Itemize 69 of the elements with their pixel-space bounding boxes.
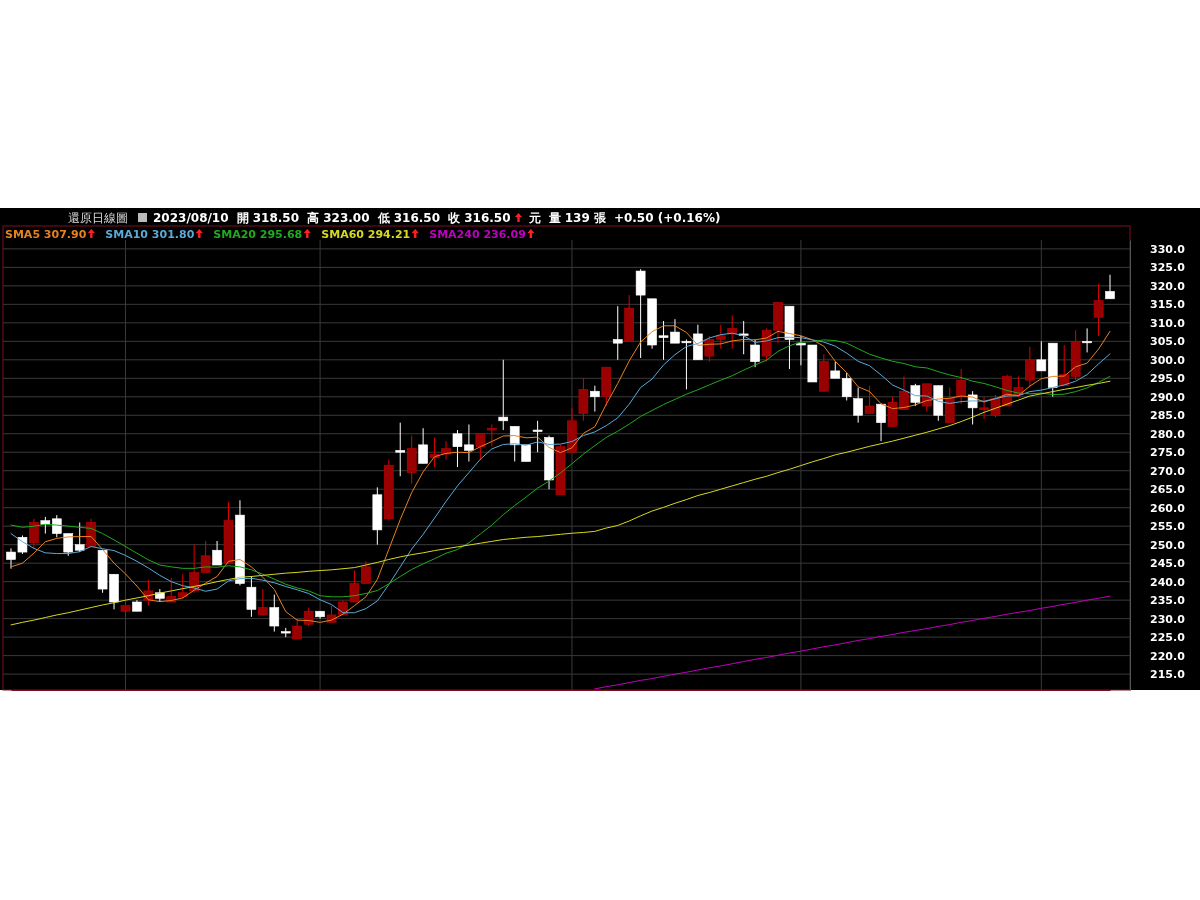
y-tick-label: 265.0 bbox=[1150, 483, 1186, 497]
line-series bbox=[594, 595, 1111, 690]
candlestick bbox=[864, 385, 875, 414]
y-tick-label: 230.0 bbox=[1150, 612, 1186, 626]
y-tick-label: 310.0 bbox=[1150, 316, 1186, 330]
candlestick bbox=[1105, 274, 1115, 300]
text: 量 139 張 bbox=[547, 211, 607, 225]
candlestick bbox=[1082, 327, 1092, 353]
y-tick-label: 290.0 bbox=[1150, 390, 1186, 404]
y-tick-label: 220.0 bbox=[1150, 649, 1186, 663]
y-tick-label: 270.0 bbox=[1150, 464, 1186, 478]
text: 2023/08/10 bbox=[153, 211, 229, 225]
text: SMA60 294.21 bbox=[321, 228, 411, 241]
candlestick bbox=[612, 305, 623, 361]
y-tick-label: 305.0 bbox=[1150, 335, 1186, 349]
candlestick bbox=[853, 387, 863, 424]
candlestick bbox=[212, 540, 222, 566]
candlestick bbox=[1036, 340, 1047, 372]
candlestick bbox=[704, 335, 715, 363]
candlestick bbox=[74, 522, 85, 553]
y-tick-label: 315.0 bbox=[1150, 298, 1186, 312]
candlestick bbox=[750, 338, 760, 368]
y-tick-label: 300.0 bbox=[1150, 353, 1186, 367]
line-series bbox=[10, 380, 1111, 626]
candlestick bbox=[498, 359, 509, 431]
candlestick bbox=[1025, 346, 1035, 389]
candlestick bbox=[487, 424, 497, 448]
text: SMA20 295.68 bbox=[213, 228, 303, 241]
candlestick bbox=[876, 403, 886, 442]
candlestick bbox=[177, 573, 188, 599]
y-tick-label: 280.0 bbox=[1150, 427, 1186, 441]
y-tick-label: 295.0 bbox=[1150, 372, 1186, 386]
y-tick-label: 250.0 bbox=[1150, 538, 1186, 552]
candlestick bbox=[956, 368, 966, 405]
text: SMA10 301.80 bbox=[105, 228, 195, 241]
candlestick bbox=[841, 372, 852, 401]
text: SMA5 307.90 bbox=[5, 228, 87, 241]
y-tick-label: 240.0 bbox=[1150, 575, 1186, 589]
text: 低 316.50 bbox=[376, 211, 441, 225]
candlestick bbox=[29, 518, 39, 549]
y-tick-label: 260.0 bbox=[1150, 501, 1186, 515]
text: 收 316.50 bbox=[448, 211, 511, 225]
candlestick bbox=[715, 324, 726, 350]
candlestick bbox=[738, 320, 749, 355]
text: +0.50 (+0.16%) bbox=[613, 211, 721, 225]
y-tick-label: 330.0 bbox=[1150, 242, 1186, 256]
y-tick-label: 320.0 bbox=[1150, 279, 1186, 293]
candlestick bbox=[532, 420, 543, 453]
text: 元 bbox=[527, 211, 541, 225]
y-tick-label: 275.0 bbox=[1150, 446, 1186, 460]
candlestick bbox=[258, 588, 268, 616]
text: 開 318.50 bbox=[236, 211, 300, 225]
candlestick bbox=[1093, 283, 1104, 337]
candlestick bbox=[246, 575, 257, 618]
y-tick-label: 245.0 bbox=[1150, 557, 1186, 571]
y-tick-label: 255.0 bbox=[1150, 520, 1186, 534]
candlestick bbox=[269, 594, 280, 633]
text: SMA240 236.09 bbox=[429, 228, 526, 241]
y-tick-label: 285.0 bbox=[1150, 409, 1186, 423]
text: 高 323.00 bbox=[307, 211, 370, 225]
y-tick-label: 225.0 bbox=[1150, 631, 1186, 645]
y-tick-label: 215.0 bbox=[1150, 668, 1186, 682]
candlestick bbox=[475, 433, 486, 461]
candlestick bbox=[418, 427, 428, 464]
candlestick bbox=[590, 385, 600, 413]
chart-title: 還原日線圖 bbox=[68, 211, 128, 225]
y-tick-label: 235.0 bbox=[1150, 594, 1186, 608]
candlestick bbox=[395, 422, 406, 477]
y-tick-label: 325.0 bbox=[1150, 261, 1186, 275]
